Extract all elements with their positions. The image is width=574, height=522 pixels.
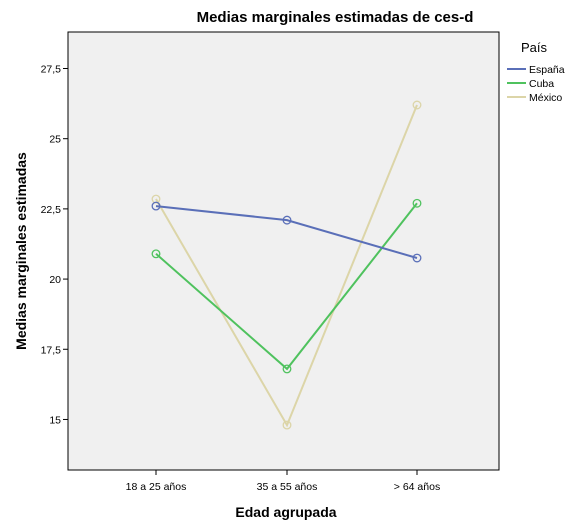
series-cuba [151, 198, 422, 374]
legend: País España Cuba México [507, 40, 565, 104]
y-tick-label: 15 [49, 414, 61, 426]
y-tick-label: 17,5 [41, 344, 62, 356]
y-tick-label: 20 [49, 274, 61, 286]
data-point [151, 201, 161, 211]
series-line [155, 104, 418, 428]
data-point [412, 100, 422, 110]
series-line [155, 202, 418, 371]
legend-entry: España [529, 64, 565, 76]
y-tick-label: 27,5 [41, 64, 62, 76]
data-point [282, 364, 292, 374]
data-point [412, 253, 422, 263]
data-point [412, 198, 422, 208]
x-axis-label: Edad agrupada [235, 504, 336, 520]
x-tick-label: 18 a 25 años [126, 481, 187, 493]
data-point [282, 420, 292, 430]
chart-title: Medias marginales estimadas de ces-d [197, 9, 474, 26]
y-axis: 15 17,5 20 22,5 25 27,5 [41, 64, 68, 426]
y-axis-label: Medias marginales estimadas [13, 152, 29, 350]
data-point [282, 215, 292, 225]
x-axis: 18 a 25 años 35 a 55 años > 64 años [126, 470, 440, 493]
series-line [155, 205, 418, 259]
series-layer [151, 100, 422, 430]
y-tick-label: 25 [49, 134, 61, 146]
series-espaa [151, 201, 422, 263]
data-point [151, 249, 161, 259]
plot-area [67, 31, 500, 471]
y-tick-label: 22,5 [41, 204, 62, 216]
x-tick-label: 35 a 55 años [257, 481, 318, 493]
legend-items: España Cuba México [507, 64, 565, 104]
legend-title: País [521, 40, 548, 55]
x-tick-label: > 64 años [394, 481, 440, 493]
legend-entry: Cuba [529, 78, 554, 90]
legend-entry: México [529, 92, 562, 104]
